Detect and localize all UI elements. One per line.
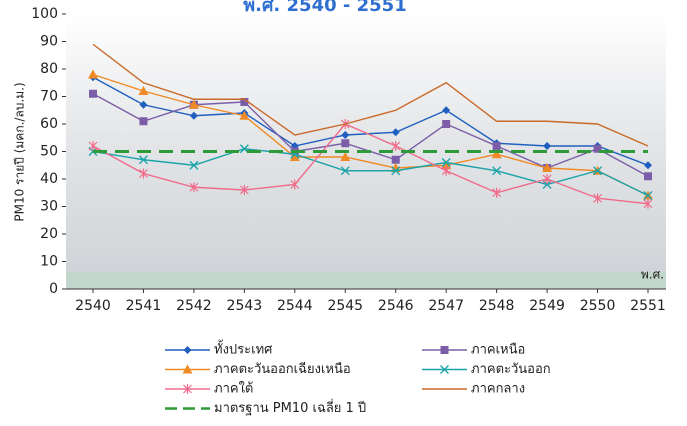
- point-marker: [442, 120, 451, 128]
- point-marker: [89, 89, 97, 98]
- point-marker: [391, 155, 400, 164]
- y-axis-label: PM10 รายปี (มคก./ลบ.ม.): [13, 82, 27, 221]
- legend-label: ภาคใต้: [214, 381, 253, 397]
- point-marker: [492, 166, 502, 176]
- chart-title: พ.ศ. 2540 - 2551: [243, 0, 406, 16]
- y-tick-label: 0: [49, 281, 58, 297]
- legend-marker: [182, 364, 193, 374]
- x-tick-label: 2545: [327, 298, 363, 314]
- x-tick-label: 2546: [378, 298, 414, 314]
- point-marker: [391, 166, 401, 176]
- point-marker: [289, 152, 300, 161]
- y-tick-label: 100: [31, 6, 58, 22]
- point-marker: [491, 149, 502, 159]
- y-tick-label: 30: [40, 199, 58, 215]
- point-marker: [542, 163, 553, 172]
- x-tick-label: 2540: [75, 298, 111, 314]
- y-tick-label: 50: [40, 144, 58, 160]
- point-marker: [441, 158, 451, 167]
- legend-marker: [183, 384, 192, 394]
- legend-label: ภาคกลาง: [471, 382, 525, 397]
- point-marker: [139, 117, 148, 126]
- point-marker: [644, 161, 652, 170]
- x-tick-label: 2548: [479, 298, 515, 314]
- legend-label: ทั้งประเทศ: [214, 340, 273, 358]
- point-marker: [643, 191, 653, 200]
- point-marker: [542, 174, 552, 184]
- x-tick-label: 2541: [126, 298, 162, 314]
- point-marker: [492, 142, 501, 150]
- legend-label: มาตรฐาน PM10 เฉลี่ย 1 ปี: [214, 399, 366, 416]
- point-marker: [189, 182, 199, 193]
- x-tick-label: 2542: [176, 298, 212, 314]
- point-marker: [139, 100, 148, 109]
- x-tick-label: 2549: [529, 298, 565, 314]
- legend-marker: [440, 346, 449, 354]
- series-line: [92, 43, 649, 147]
- point-marker: [492, 187, 502, 198]
- point-marker: [139, 168, 148, 179]
- point-marker: [88, 141, 98, 151]
- point-marker: [189, 160, 199, 170]
- y-tick-label: 10: [40, 254, 58, 270]
- legend-marker: [183, 346, 192, 354]
- x-axis-label: พ.ศ.: [641, 268, 664, 282]
- legend-label: ภาคเหนือ: [471, 342, 525, 358]
- y-tick-label: 40: [40, 171, 58, 187]
- y-tick-label: 80: [40, 61, 58, 77]
- point-marker: [593, 193, 602, 204]
- point-marker: [188, 99, 199, 109]
- point-marker: [643, 198, 653, 209]
- point-marker: [543, 142, 552, 150]
- series-line: [92, 73, 649, 197]
- point-marker: [442, 106, 451, 115]
- y-tick-label: 70: [40, 89, 58, 105]
- legend-marker: [440, 365, 449, 374]
- point-marker: [341, 131, 350, 139]
- legend-label: ภาคตะวันออก: [471, 362, 551, 377]
- x-tick-label: 2550: [580, 298, 616, 314]
- point-marker: [138, 155, 148, 165]
- y-tick-label: 60: [40, 116, 58, 132]
- series-line: [92, 76, 649, 166]
- point-marker: [441, 165, 451, 176]
- point-marker: [340, 152, 351, 161]
- point-marker: [593, 144, 602, 153]
- legend-label: ภาคตะวันออกเฉียงเหนือ: [214, 361, 351, 377]
- point-marker: [189, 111, 198, 120]
- point-marker: [391, 128, 400, 137]
- point-marker: [340, 166, 350, 176]
- point-marker: [239, 185, 249, 195]
- point-marker: [290, 179, 300, 190]
- point-marker: [593, 166, 603, 176]
- y-tick-label: 90: [40, 34, 58, 50]
- series-line: [92, 123, 649, 205]
- point-marker: [239, 110, 250, 120]
- point-marker: [138, 86, 149, 95]
- point-marker: [644, 172, 652, 181]
- x-tick-label: 2551: [630, 298, 666, 314]
- point-marker: [240, 98, 249, 106]
- point-marker: [88, 69, 98, 79]
- ground: [66, 272, 666, 289]
- point-marker: [341, 139, 350, 148]
- x-tick-label: 2547: [428, 298, 464, 314]
- point-marker: [441, 160, 452, 170]
- x-tick-label: 2543: [227, 298, 263, 314]
- point-marker: [391, 141, 401, 151]
- y-tick-label: 20: [40, 226, 58, 242]
- x-tick-label: 2544: [277, 298, 313, 314]
